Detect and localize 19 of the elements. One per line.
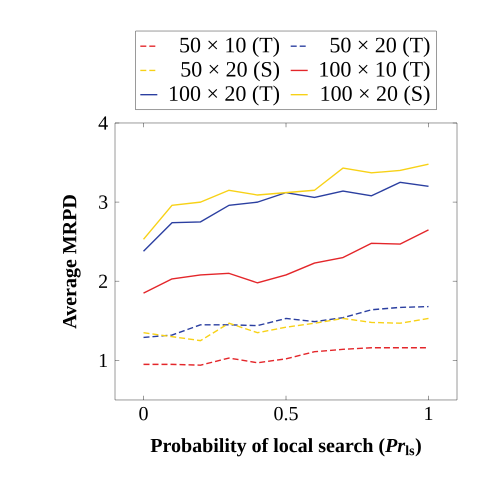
legend-label: 100 × 20 (T)	[170, 86, 280, 106]
x-tick-label: 0	[139, 406, 148, 420]
line-series	[142, 182, 430, 252]
legend-label: 100 × 10 (T)	[320, 61, 430, 82]
x-tick-label: 0.5	[274, 406, 298, 420]
x-tick-label: 1	[425, 406, 432, 420]
legend-label: 50 × 20 (T)	[330, 37, 430, 57]
y-tick-label: 4	[98, 116, 108, 130]
y-tick-label: 2	[99, 274, 108, 288]
legend-label: 50 × 10 (T)	[180, 37, 280, 57]
legend-label: 100 × 20 (S)	[322, 86, 430, 106]
x-axis-title: Probability of local search (Pr$_{ls}$)	[150, 438, 421, 456]
y-axis-title: Average MRPD	[62, 195, 81, 329]
legend-label: 50 × 20 (S)	[182, 61, 280, 82]
line-series	[142, 306, 430, 338]
y-tick-label: 3	[99, 195, 108, 209]
line-series	[142, 229, 430, 294]
y-tick-label: 1	[100, 354, 107, 368]
line-series	[142, 163, 430, 240]
